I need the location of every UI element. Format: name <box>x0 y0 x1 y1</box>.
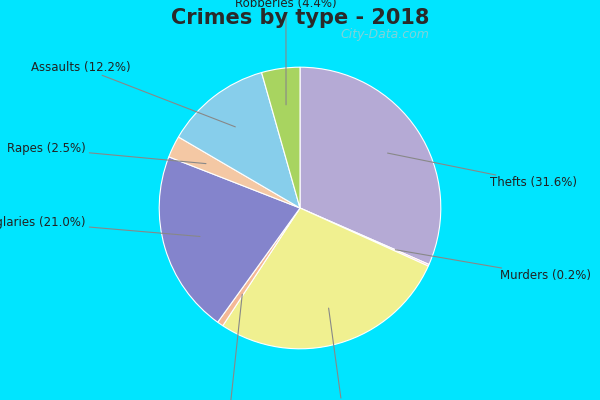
Text: Burglaries (21.0%): Burglaries (21.0%) <box>0 216 200 236</box>
Wedge shape <box>169 137 300 208</box>
Text: Arson (0.7%): Arson (0.7%) <box>191 294 268 400</box>
Text: Rapes (2.5%): Rapes (2.5%) <box>7 142 206 164</box>
Wedge shape <box>223 208 428 349</box>
Text: City-Data.com: City-Data.com <box>341 28 430 41</box>
Text: Crimes by type - 2018: Crimes by type - 2018 <box>171 8 429 28</box>
Wedge shape <box>178 72 300 208</box>
Wedge shape <box>159 157 300 322</box>
Wedge shape <box>300 67 441 264</box>
Text: Murders (0.2%): Murders (0.2%) <box>395 250 591 282</box>
Wedge shape <box>300 208 429 266</box>
Text: Robberies (4.4%): Robberies (4.4%) <box>235 0 337 105</box>
Text: Assaults (12.2%): Assaults (12.2%) <box>31 61 235 127</box>
Text: Thefts (31.6%): Thefts (31.6%) <box>388 153 577 189</box>
Wedge shape <box>262 67 300 208</box>
Wedge shape <box>218 208 300 326</box>
Text: Auto thefts (27.5%): Auto thefts (27.5%) <box>284 308 400 400</box>
